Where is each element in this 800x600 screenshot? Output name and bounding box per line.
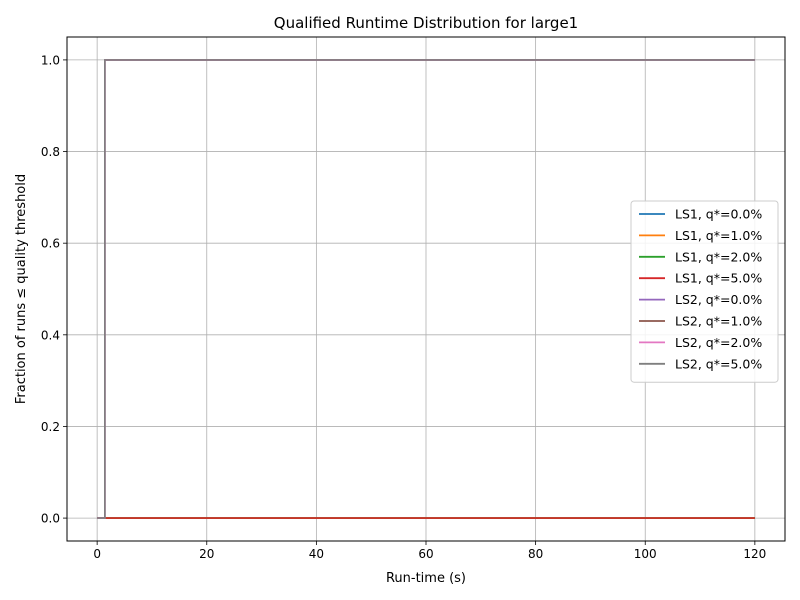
legend-entry: LS1, q*=0.0% — [675, 207, 762, 222]
legend-entry: LS1, q*=5.0% — [675, 271, 762, 286]
series-layer — [97, 59, 755, 519]
chart-title: Qualified Runtime Distribution for large… — [274, 14, 578, 32]
y-tick-label: 0.0 — [41, 512, 60, 526]
legend-entry: LS2, q*=0.0% — [675, 292, 762, 307]
y-tick-label: 1.0 — [41, 53, 60, 67]
x-tick-label: 100 — [634, 547, 657, 561]
x-tick-label: 60 — [418, 547, 433, 561]
legend-box — [630, 200, 779, 383]
tick-layer: 0 20 40 60 80 100 120 0.0 0.2 0.4 0.6 0.8 1.0 — [41, 53, 766, 561]
y-tick-label: 0.4 — [41, 328, 60, 342]
legend-entry: LS2, q*=5.0% — [675, 356, 762, 371]
legend: LS1, q*=0.0% LS1, q*=1.0% LS1, q*=2.0% LS1,… — [630, 200, 779, 383]
x-tick-label: 80 — [528, 547, 543, 561]
legend-entry: LS1, q*=1.0% — [675, 228, 762, 243]
x-axis-label: Run-time (s) — [386, 571, 466, 586]
legend-entry: LS1, q*=2.0% — [675, 249, 762, 264]
y-tick-label: 0.8 — [41, 145, 60, 159]
y-axis-label: Fraction of runs ≤ quality threshold — [14, 174, 29, 404]
x-tick-label: 20 — [199, 547, 214, 561]
series-line-8 — [97, 59, 755, 519]
x-tick-label: 0 — [93, 547, 101, 561]
legend-entry: LS2, q*=1.0% — [675, 314, 762, 329]
x-tick-label: 120 — [743, 547, 766, 561]
x-tick-label: 40 — [309, 547, 324, 561]
legend-entry: LS2, q*=2.0% — [675, 335, 762, 350]
y-tick-label: 0.6 — [41, 237, 60, 251]
y-tick-label: 0.2 — [41, 420, 60, 434]
